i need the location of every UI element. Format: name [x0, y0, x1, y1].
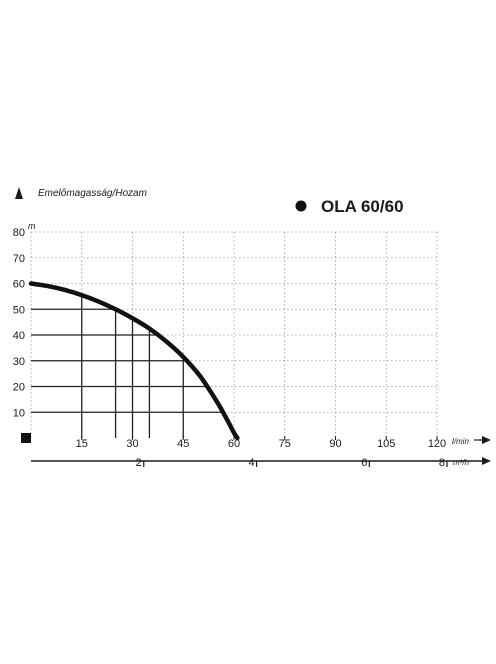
y-tick-label: 30 — [13, 356, 25, 368]
origin-marker-icon — [21, 433, 31, 443]
legend-marker-icon — [295, 200, 307, 212]
y-axis-arrow-icon — [15, 187, 23, 199]
x-tick-label: 120 — [428, 438, 446, 450]
highlight-lines — [31, 295, 223, 438]
secondary-x-tick-label: 4 — [248, 457, 254, 469]
chart-title: OLA 60/60 — [321, 197, 404, 216]
y-axis-label: Emelőmagasság/Hozam — [38, 188, 147, 199]
x-tick-label: 60 — [228, 438, 240, 450]
y-tick-label: 60 — [13, 279, 25, 291]
x-tick-label: 90 — [329, 438, 341, 450]
y-tick-label: 50 — [13, 304, 25, 316]
x-tick-label: 75 — [279, 438, 291, 450]
secondary-x-tick-label: 2 — [136, 457, 142, 469]
series-line — [28, 281, 240, 441]
secondary-x-tick-label: 8 — [439, 457, 445, 469]
y-tick-label: 70 — [13, 253, 25, 265]
y-tick-label: 80 — [13, 227, 25, 239]
x-tick-label: 105 — [377, 438, 395, 450]
secondary-x-tick-label: 6 — [361, 457, 367, 469]
secondary-x-axis: m³/h 2 4 6 8 — [31, 457, 491, 469]
y-tick-label: 40 — [13, 330, 25, 342]
secondary-x-unit-label: m³/h — [453, 458, 470, 467]
y-tick-label: 20 — [13, 382, 25, 394]
secondary-x-axis-arrow-icon — [482, 457, 491, 465]
x-axis-arrow-icon — [482, 436, 491, 444]
x-tick-labels: 15 30 45 60 75 90 105 120 — [76, 436, 446, 450]
x-tick-label: 15 — [76, 438, 88, 450]
y-tick-label: 10 — [13, 407, 25, 419]
y-tick-labels: 10 20 30 40 50 60 70 80 — [13, 227, 25, 419]
x-tick-label: 30 — [126, 438, 138, 450]
x-unit-label: l/min — [452, 437, 469, 446]
x-tick-label: 45 — [177, 438, 189, 450]
y-unit-label: m — [28, 221, 36, 231]
